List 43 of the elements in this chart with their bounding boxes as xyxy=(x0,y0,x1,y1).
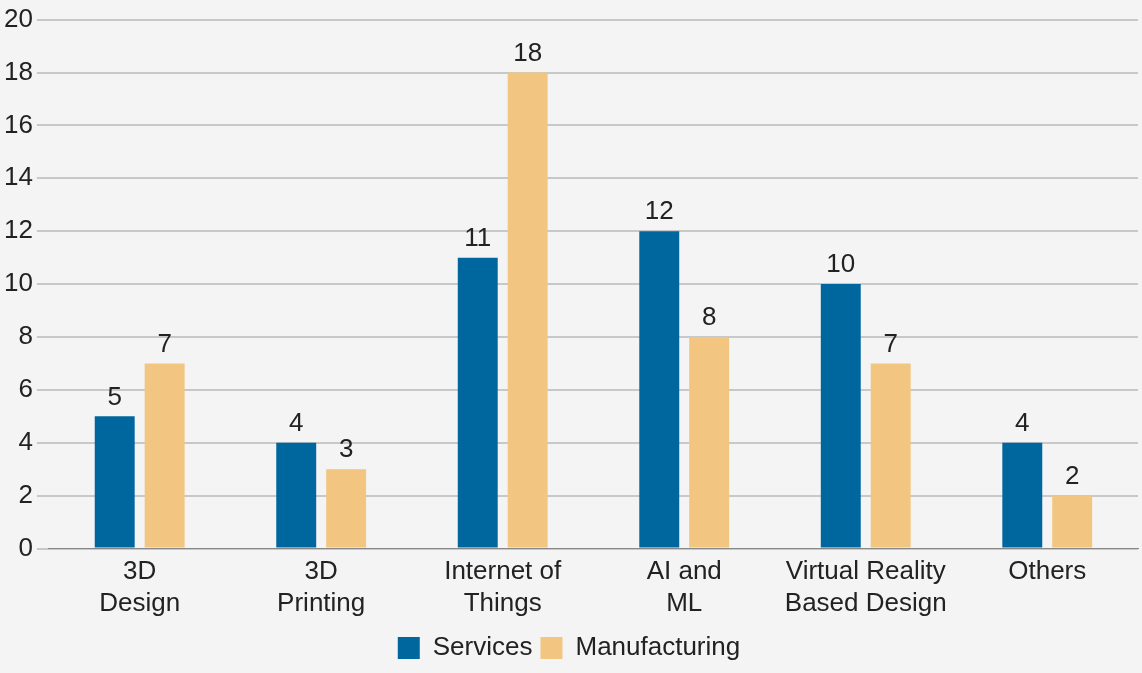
data-label: 8 xyxy=(701,301,717,332)
bar xyxy=(144,363,185,548)
bar xyxy=(689,337,730,548)
bar xyxy=(870,363,911,548)
data-label: 7 xyxy=(883,327,898,358)
data-label: 7 xyxy=(157,327,172,358)
data-label: 18 xyxy=(513,36,543,67)
y-tick-label: 4 xyxy=(18,425,33,456)
bar xyxy=(1002,442,1043,548)
data-label: 4 xyxy=(289,406,304,437)
data-label: 10 xyxy=(826,248,856,279)
y-tick-label: 6 xyxy=(18,373,33,404)
y-tick-label: 16 xyxy=(4,108,33,139)
legend-label: Services xyxy=(432,631,533,662)
bar xyxy=(639,231,680,548)
x-tick-label: 3D Printing xyxy=(277,555,366,617)
bar xyxy=(326,469,367,548)
y-tick-label: 14 xyxy=(4,161,33,192)
bar xyxy=(507,72,548,548)
bar xyxy=(820,284,861,548)
y-tick-label: 10 xyxy=(4,267,33,298)
x-tick-label: 3D Design xyxy=(99,555,181,617)
x-tick-label: Internet of Things xyxy=(444,555,563,617)
bar xyxy=(276,442,317,548)
x-tick-label: AI and ML xyxy=(646,555,722,617)
bar xyxy=(457,257,498,548)
bar xyxy=(1052,495,1093,548)
data-label: 11 xyxy=(464,221,492,252)
bar xyxy=(94,416,135,548)
legend-label: Manufacturing xyxy=(575,631,741,662)
data-label: 2 xyxy=(1064,459,1080,490)
y-tick-label: 0 xyxy=(18,531,33,562)
y-tick-label: 2 xyxy=(18,478,33,509)
x-tick-label: Virtual Reality Based Design xyxy=(784,555,947,617)
y-tick-label: 18 xyxy=(4,55,33,86)
y-tick-label: 12 xyxy=(4,214,33,245)
data-label: 12 xyxy=(644,195,674,226)
data-label: 4 xyxy=(1015,406,1030,437)
x-tick-label: Others xyxy=(1008,555,1087,586)
y-tick-label: 8 xyxy=(18,320,33,351)
data-label: 3 xyxy=(338,433,354,464)
y-tick-label: 20 xyxy=(4,2,33,33)
data-label: 5 xyxy=(107,380,122,411)
